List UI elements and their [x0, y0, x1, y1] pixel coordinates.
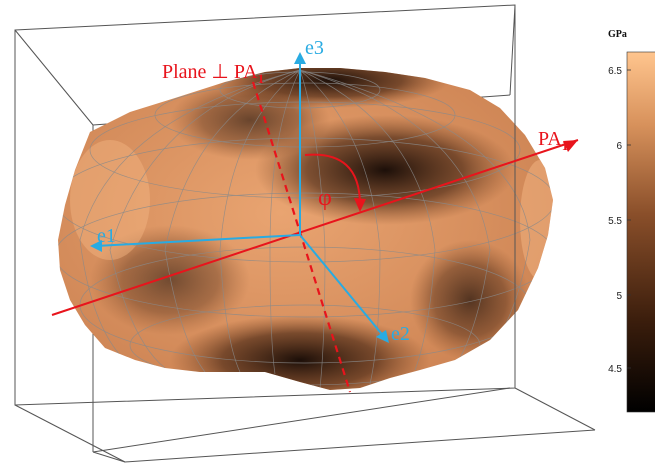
colorbar-title: GPa [608, 29, 627, 40]
colorbar-tick-label: 4.5 [608, 364, 622, 375]
label-e1: e1 [97, 225, 116, 247]
colorbar-tick-label: 6.5 [608, 66, 622, 77]
label-phi: φ [318, 185, 332, 211]
vector-e2 [299, 234, 389, 343]
vector-e1 [90, 234, 301, 252]
elastic-modulus-surface [58, 68, 553, 390]
colorbar-tick-label: 6 [616, 141, 622, 152]
colorbar-ticks: 6.5 6 5.5 5 4.5 [608, 66, 631, 375]
vector-e3 [294, 52, 306, 235]
bounding-box-front [14, 4, 596, 463]
colorbar-tick-label: 5.5 [608, 216, 622, 227]
colorbar: GPa 6.5 6 5.5 5 4.5 [608, 29, 655, 413]
phi-angle-arc [304, 153, 366, 212]
label-plane-perpendicular: Plane ⊥ PA1 [162, 61, 264, 86]
label-pa1: PA1 [538, 128, 568, 153]
colorbar-tick-label: 5 [616, 291, 622, 302]
colorbar-gradient [626, 51, 655, 413]
pa1-axis [51, 139, 579, 316]
label-e2: e2 [391, 323, 410, 345]
label-e3: e3 [305, 37, 324, 59]
